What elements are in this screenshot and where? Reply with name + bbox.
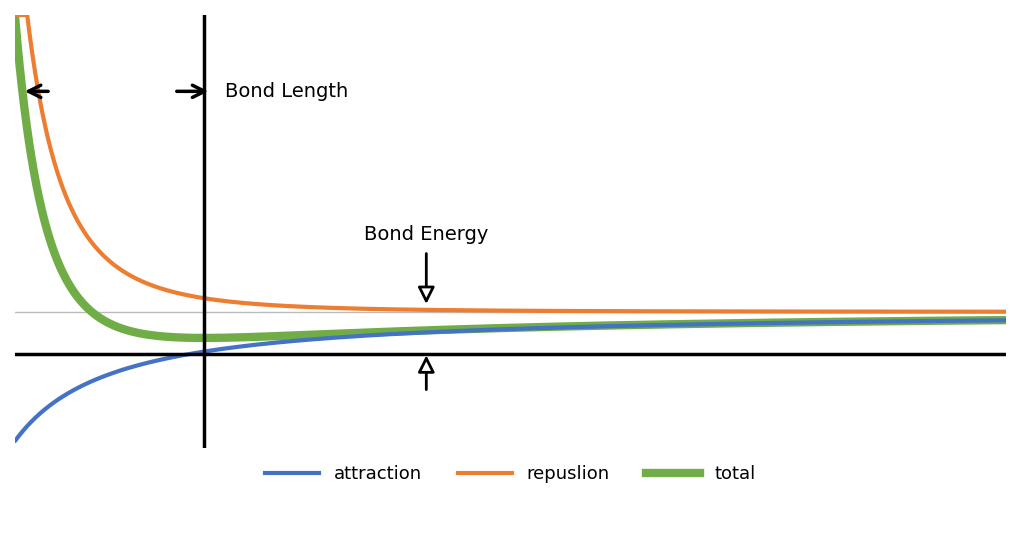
total [121,327,134,334]
Legend: attraction, repuslion, total: attraction, repuslion, total [258,458,763,490]
Text: Bond Length: Bond Length [225,82,348,101]
total [181,334,193,341]
attraction [181,351,193,358]
attraction [874,318,886,325]
attraction [9,438,21,444]
attraction [389,330,401,337]
repuslion [9,12,21,18]
Line: total: total [15,16,1006,338]
total [389,328,401,335]
total [981,317,993,323]
repuslion [1000,309,1012,315]
Text: Bond Energy: Bond Energy [364,225,488,244]
repuslion [181,292,193,298]
attraction [432,329,444,335]
total [1000,317,1012,323]
total [9,13,21,20]
repuslion [874,309,886,315]
total [874,318,886,324]
total [432,327,444,333]
total [198,335,210,341]
Line: attraction: attraction [15,320,1006,441]
attraction [1000,317,1012,323]
repuslion [980,309,992,315]
attraction [980,317,992,324]
repuslion [121,271,134,277]
repuslion [432,307,444,313]
attraction [121,365,134,372]
repuslion [389,306,401,313]
Line: repuslion: repuslion [15,15,1006,312]
